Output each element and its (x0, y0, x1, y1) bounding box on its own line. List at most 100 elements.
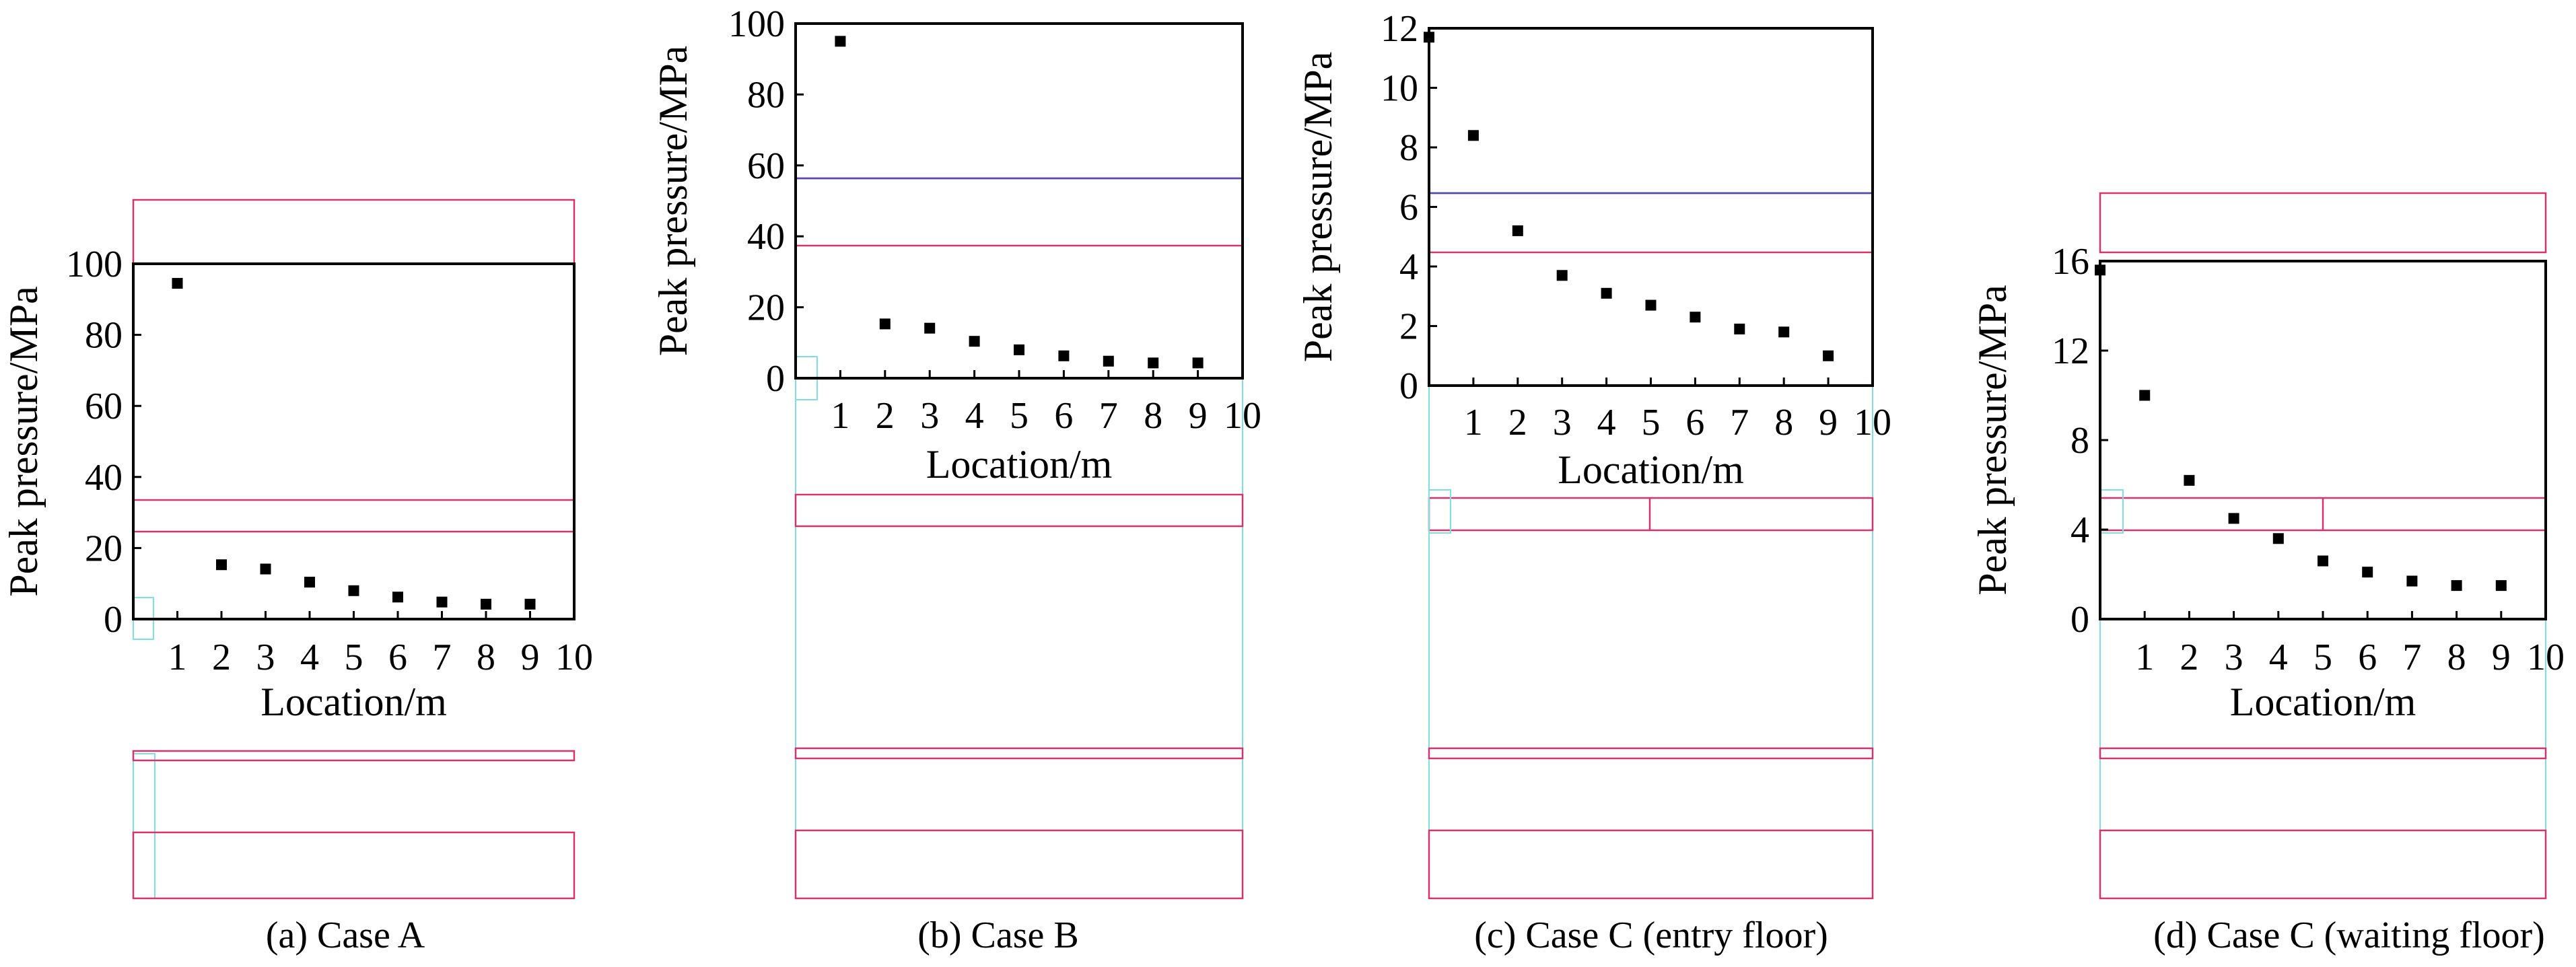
y-tick-label: 60 (85, 386, 123, 427)
x-tick-label: 2 (2180, 637, 2198, 678)
panel-caption: (b) Case B (917, 915, 1079, 956)
x-tick-label: 7 (1730, 402, 1749, 443)
overlay-pink-band (132, 831, 576, 900)
x-tick-label: 3 (1553, 402, 1572, 443)
data-point (1823, 350, 1834, 361)
data-point (879, 318, 891, 330)
x-tick-label: 8 (1144, 395, 1162, 437)
x-tick-label: 4 (965, 395, 984, 437)
y-tick-label: 4 (1399, 246, 1418, 288)
data-point (1601, 287, 1612, 299)
y-tick-label: 100 (728, 3, 785, 45)
x-tick-label: 2 (1508, 402, 1527, 443)
x-tick-label: 7 (433, 637, 452, 678)
y-tick-label: 6 (1399, 187, 1418, 229)
data-point (1645, 299, 1657, 311)
y-axis-label: Peak pressure/MPa (1296, 52, 1340, 363)
x-tick-label: 1 (1464, 402, 1483, 443)
data-point (2272, 533, 2284, 544)
x-tick-label: 5 (2313, 637, 2332, 678)
panel-caption: (a) Case A (266, 915, 425, 956)
data-point (1424, 32, 1434, 43)
x-tick-label: 4 (1597, 402, 1616, 443)
y-tick-label: 12 (1381, 8, 1418, 50)
x-tick-label: 1 (831, 395, 849, 437)
x-tick-label: 4 (2269, 637, 2288, 678)
y-tick-label: 40 (85, 457, 123, 499)
x-tick-label: 6 (1054, 395, 1073, 437)
x-tick-label: 1 (2135, 637, 2154, 678)
data-point (1778, 326, 1790, 338)
x-tick-label: 9 (1819, 402, 1838, 443)
x-tick-label: 1 (168, 637, 187, 678)
y-axis-label: Peak pressure/MPa (1970, 285, 2015, 596)
x-tick-label: 8 (2447, 637, 2466, 678)
x-tick-label: 5 (1642, 402, 1661, 443)
x-tick-label: 5 (345, 637, 363, 678)
data-point (481, 598, 491, 610)
data-point (2406, 575, 2418, 587)
data-point (524, 598, 536, 610)
y-tick-label: 20 (85, 528, 123, 569)
x-axis-label: Location/m (260, 680, 447, 724)
data-point (2228, 513, 2239, 524)
data-point (436, 596, 448, 608)
x-axis-label: Location/m (1558, 447, 1744, 492)
y-tick-label: 40 (747, 216, 785, 258)
overlay-pink-band (794, 493, 1244, 528)
overlay-cyan-marker-box (1428, 489, 1451, 534)
x-tick-label: 10 (2527, 637, 2565, 678)
y-axis-label: Peak pressure/MPa (1, 286, 46, 597)
data-point (1192, 357, 1204, 369)
data-point (835, 36, 846, 47)
y-tick-label: 100 (66, 244, 123, 285)
x-tick-label: 9 (1189, 395, 1208, 437)
overlay-pink-band (132, 750, 576, 762)
data-point (1058, 350, 1070, 361)
data-point (2362, 567, 2373, 578)
data-point (2139, 390, 2151, 401)
data-point (2318, 555, 2328, 567)
x-tick-label: 10 (1224, 395, 1261, 437)
data-point (1512, 225, 1523, 236)
y-tick-label: 80 (85, 315, 123, 357)
x-tick-label: 8 (477, 637, 495, 678)
data-point (1014, 344, 1024, 355)
panel-caption: (c) Case C (entry floor) (1474, 915, 1828, 956)
x-tick-label: 2 (212, 637, 231, 678)
y-tick-label: 20 (747, 287, 785, 329)
data-point (969, 336, 980, 347)
y-tick-label: 0 (766, 358, 785, 400)
x-tick-label: 6 (2358, 637, 2377, 678)
y-tick-label: 2 (1399, 306, 1418, 348)
y-tick-label: 4 (2070, 509, 2089, 551)
overlay-pink-band (2099, 192, 2547, 254)
y-tick-label: 0 (2070, 599, 2089, 641)
overlay-pink-band (794, 747, 1244, 760)
y-tick-label: 10 (1381, 68, 1418, 110)
x-tick-label: 6 (1685, 402, 1704, 443)
x-tick-label: 3 (920, 395, 939, 437)
y-axis-label: Peak pressure/MPa (651, 46, 695, 357)
data-point (1148, 357, 1159, 369)
x-tick-label: 9 (521, 637, 540, 678)
y-tick-label: 60 (747, 145, 785, 187)
data-point (392, 592, 403, 603)
data-point (2495, 580, 2507, 592)
data-point (1556, 270, 1568, 281)
data-point (924, 322, 936, 334)
y-tick-label: 16 (2052, 241, 2089, 283)
data-point (2184, 474, 2195, 486)
x-axis-label: Location/m (926, 442, 1113, 487)
panel-caption: (d) Case C (waiting floor) (2153, 915, 2545, 956)
x-tick-label: 3 (2225, 637, 2243, 678)
overlay-pink-band (2099, 829, 2547, 900)
data-point (348, 585, 359, 596)
x-tick-label: 2 (876, 395, 895, 437)
overlay-pink-band (2099, 747, 2547, 760)
